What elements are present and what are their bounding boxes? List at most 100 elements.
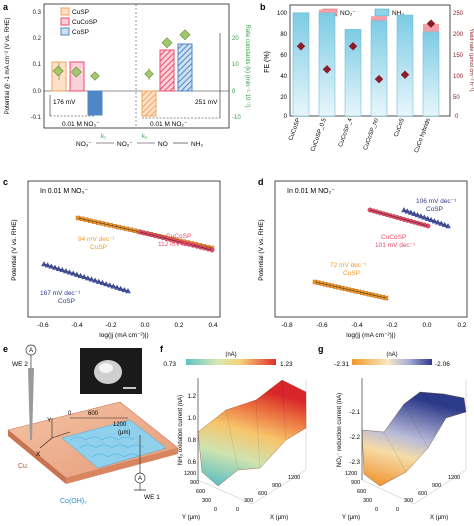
legend-cosp: CoSP [72,29,89,36]
a-ytick-right: 0 [232,89,236,95]
b-category: CuCoSP_0.5 [310,117,328,153]
marker-cusp-no2 [144,69,154,79]
d-label-cosp-slope: 106 mV dec⁻¹ [416,198,457,205]
g-ytick: 600 [357,489,366,495]
d-xtick: -0.4 [351,322,363,329]
panel-label-d: d [258,177,264,187]
a-ytick-right: 20 [232,36,239,42]
c-xtick: 0.0 [140,322,149,329]
panel-g: g -2.31 (nA) -2.06 -2.1 -2.2 -2.3 NO₂⁻ r… [318,344,467,521]
c-xlabel: log(|j (mA cm⁻²)|) [99,332,148,339]
scheme-no: NO [158,141,168,148]
c-ylabel: Potential (V vs. RHE) [11,219,18,280]
f-ztick: 0.6 [188,460,197,466]
colorbar-g [352,359,432,365]
yield-marker [400,70,410,79]
legend-swatch-cosp [60,27,70,36]
g-xtick: 300 [404,498,413,504]
d-xtick: -0.2 [386,322,398,329]
yield-marker [296,42,306,51]
marker-cosp-no3 [90,71,100,81]
f-ytick: 1200 [184,471,196,477]
d-ylabel: Potential (V vs. RHE) [258,219,265,280]
a-ytick-left: 0.2 [33,36,42,42]
yield-marker [374,74,384,84]
fit-line [403,209,449,227]
tick-600: 600 [88,411,99,417]
b-ytick-left: 80 [280,32,287,38]
panel-b: b 100 80 60 40 20 0 FE (%) 250 200 150 1… [260,2,474,154]
scheme-no2: NO₂⁻ [117,141,133,148]
a-ylabel-left: Potential @ -1 mA cm⁻² (V vs. RHE) [5,18,11,115]
panel-label-e: e [3,344,8,354]
fit-line [43,263,129,292]
d-xtick: 0.0 [422,322,431,329]
g-ztick: -2.2 [350,435,361,441]
b-category: CuCoS [394,118,406,138]
d-title: In 0.01 M NO₂⁻ [287,188,335,195]
yield-marker [348,42,358,51]
a-ytick-left: 0.0 [33,89,42,95]
panel-e: e A WE 2 A WE 1 Y X 0 [3,344,179,505]
fit-line [314,281,387,299]
ammeter-icon [25,344,37,356]
d-label-cucosp-slope: 101 mV dec⁻¹ [375,242,416,249]
f-ytick: 0 [214,507,217,513]
f-ytick: 600 [196,489,205,495]
legend-swatch-nh3 [374,8,390,17]
probe-tip [28,368,34,440]
cbf-max: 1.23 [280,361,293,368]
c-label-cosp-slope: 167 mV dec⁻¹ [40,290,81,297]
d-label-cusp-slope: 72 mV dec⁻¹ [330,262,368,269]
tafel-series [41,215,215,294]
b-category: CuCoSP [288,118,302,142]
surface-ridge [225,379,287,471]
tafel-series [312,207,451,301]
b-ytick-right: 250 [453,11,464,17]
b-category: CuCoSP_no [363,117,380,151]
g-ytick: 900 [351,480,360,486]
cbg-max: -2.06 [435,361,450,368]
fe-nh3-bar [396,14,414,117]
legend-nh3: NH₃ [392,10,404,17]
b-category: CuCo hybrids [414,118,432,154]
cosp-point [401,207,407,213]
fe-no2-bar [371,16,387,21]
f-ztick: 1.0 [188,416,197,422]
colorbar-f [186,359,276,365]
bar-cosp-no3 [87,90,103,116]
d-xtick: -0.6 [316,322,328,329]
c-label-cusp-slope: 94 mV dec⁻¹ [78,236,116,243]
x-axis-arrow [39,437,53,449]
fe-nh3-bar [422,31,440,117]
c-label-cusp-name: CuSP [90,244,107,251]
a-ytick-right: -10 [232,115,241,121]
marker-cosp-no2 [179,29,191,41]
we2-label: WE 2 [12,361,28,368]
annotation-176mv: 176 mV [53,99,76,106]
f-ytick: 900 [190,480,199,486]
panel-b-frame [289,4,451,117]
panel-label-g: g [318,344,324,354]
cbg-unit: (nA) [386,352,397,358]
cu-substrate-front [8,430,66,484]
marker-cucosp-no3 [70,66,82,78]
c-xtick: -0.4 [71,322,83,329]
b-ytick-right: 0 [455,114,459,120]
fe-nh3-bar [318,12,336,117]
c-xtick: 0.4 [208,322,217,329]
axis-arrow [51,431,71,439]
cosp-point [41,261,47,267]
g-ztick: -2.1 [350,410,361,416]
scheme-nh3: NH₃ [191,141,203,148]
b-ytick-right: 200 [453,32,464,38]
g-zlabel: NO₂⁻ reduction current (nA) [337,393,343,467]
cu-substrate-side [66,448,178,484]
b-ylabel-left: FE (%) [264,51,271,73]
panel-c: c Potential (V vs. RHE) In 0.01 M NO₃⁻ -… [3,177,221,339]
axis-y-label: Y [47,417,52,424]
b-ytick-left: 60 [280,53,287,59]
f-xlabel: X (μm) [270,515,288,521]
